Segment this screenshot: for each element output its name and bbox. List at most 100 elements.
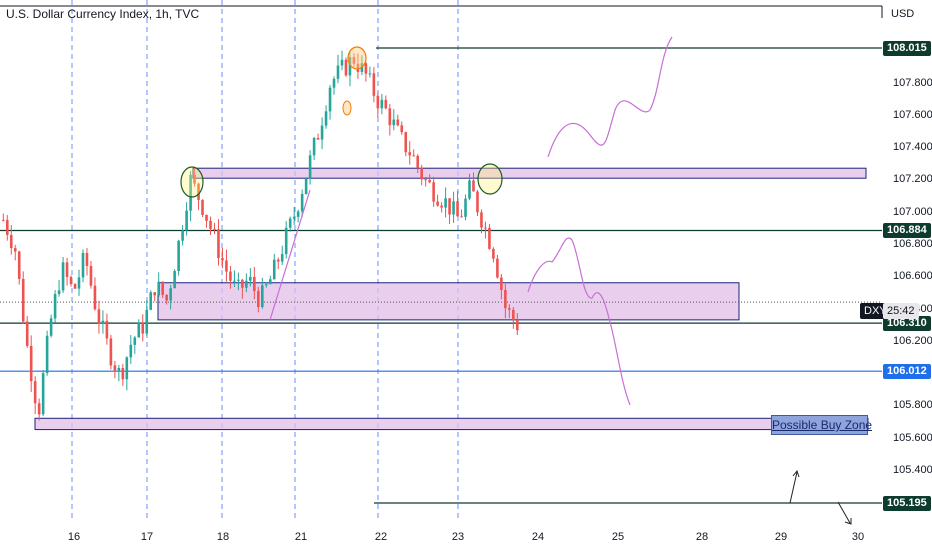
candle-body xyxy=(237,279,240,281)
candles xyxy=(2,50,519,421)
candle-body xyxy=(308,155,312,179)
projection-path-up xyxy=(547,36,673,158)
candle-body xyxy=(145,309,149,334)
candle-body xyxy=(480,212,483,228)
candle-body xyxy=(181,230,184,241)
candle-body xyxy=(416,155,419,168)
candle-body xyxy=(312,138,316,156)
candle-body xyxy=(245,280,248,288)
candle-body xyxy=(117,368,121,371)
candle-body xyxy=(53,294,57,319)
drawings xyxy=(180,36,852,525)
trend-line xyxy=(269,189,311,321)
candle-body xyxy=(25,321,29,346)
support-resistance-zone xyxy=(34,417,869,431)
candle-body xyxy=(492,248,495,259)
annotation-possible-buy-zone[interactable]: Possible Buy Zone xyxy=(771,415,872,435)
candle-body xyxy=(288,218,292,228)
x-tick-label: 24 xyxy=(531,531,545,543)
projection-path-down xyxy=(527,237,631,406)
candle-body xyxy=(105,320,109,339)
candle-body xyxy=(169,288,172,301)
candle-body xyxy=(320,125,324,140)
x-tick-label: 28 xyxy=(695,531,709,543)
candle-body xyxy=(332,78,336,88)
price-tag: 105.195 xyxy=(883,496,931,511)
candle-body xyxy=(21,278,25,322)
candle-body xyxy=(468,180,471,199)
candle-body xyxy=(165,294,168,301)
candle-body xyxy=(324,111,328,126)
support-resistance-zone xyxy=(157,282,740,321)
candle-body xyxy=(29,345,33,382)
candle-body xyxy=(500,277,503,290)
candle-body xyxy=(328,87,332,112)
candle-body xyxy=(504,289,507,309)
candle-body xyxy=(400,125,404,133)
candle-body xyxy=(276,259,280,262)
candle-body xyxy=(221,258,224,261)
y-tick-label: 106.800 xyxy=(893,238,932,251)
candle-body xyxy=(257,291,260,308)
candle-body xyxy=(388,108,392,126)
currency-label: USD xyxy=(891,8,915,20)
x-tick-label: 29 xyxy=(774,531,788,543)
chart-title: U.S. Dollar Currency Index, 1h, TVC xyxy=(6,7,200,21)
y-tick-label: 107.600 xyxy=(893,108,932,121)
candle-body xyxy=(512,309,515,321)
candle-body xyxy=(197,183,200,200)
candle-body xyxy=(41,373,45,415)
candle-body xyxy=(376,95,380,109)
highlight-circle xyxy=(180,166,204,198)
candle-body xyxy=(153,292,157,296)
candle-body xyxy=(73,284,77,289)
levels xyxy=(0,47,882,504)
candle-body xyxy=(280,254,284,262)
candle-body xyxy=(304,178,308,194)
grid xyxy=(71,0,459,520)
candle-body xyxy=(161,281,164,295)
candle-body xyxy=(356,63,360,72)
x-tick-label: 16 xyxy=(67,531,81,543)
candle-body xyxy=(444,198,447,208)
candle-body xyxy=(129,344,133,358)
candle-body xyxy=(344,59,348,76)
candle-body xyxy=(241,279,244,288)
candle-body xyxy=(229,271,232,281)
candle-body xyxy=(13,248,17,252)
candle-body xyxy=(296,211,300,217)
candle-body xyxy=(420,167,423,180)
candle-body xyxy=(213,228,216,230)
candle-body xyxy=(209,220,212,229)
candle-body xyxy=(157,281,160,296)
x-tick-label: 18 xyxy=(216,531,230,543)
price-tag: 106.310 xyxy=(883,316,931,332)
x-tick-label: 17 xyxy=(140,531,154,543)
y-tick-label: 106.200 xyxy=(893,334,932,347)
candle-body xyxy=(97,309,101,324)
candle-body xyxy=(476,191,479,213)
support-resistance-zone xyxy=(192,167,867,179)
candle-body xyxy=(189,174,192,211)
candle-body xyxy=(412,155,416,157)
candle-body xyxy=(396,119,400,126)
candle-body xyxy=(57,290,61,295)
zones xyxy=(34,167,869,431)
candle-body xyxy=(440,205,443,208)
y-tick-label: 107.400 xyxy=(893,141,932,154)
candle-body xyxy=(448,198,451,215)
arrow-down-icon xyxy=(837,501,852,525)
y-tick-label: 107.000 xyxy=(893,205,932,218)
candle-body xyxy=(264,284,268,286)
candle-body xyxy=(352,57,356,64)
candle-body xyxy=(348,57,352,76)
candle-body xyxy=(93,285,97,310)
candle-body xyxy=(133,337,137,345)
countdown-badge: 25:42 xyxy=(883,303,919,319)
candle-body xyxy=(61,262,65,291)
candle-body xyxy=(272,259,276,280)
y-tick-label: 107.800 xyxy=(893,76,932,89)
candle-body xyxy=(125,357,129,380)
frame xyxy=(0,5,883,18)
